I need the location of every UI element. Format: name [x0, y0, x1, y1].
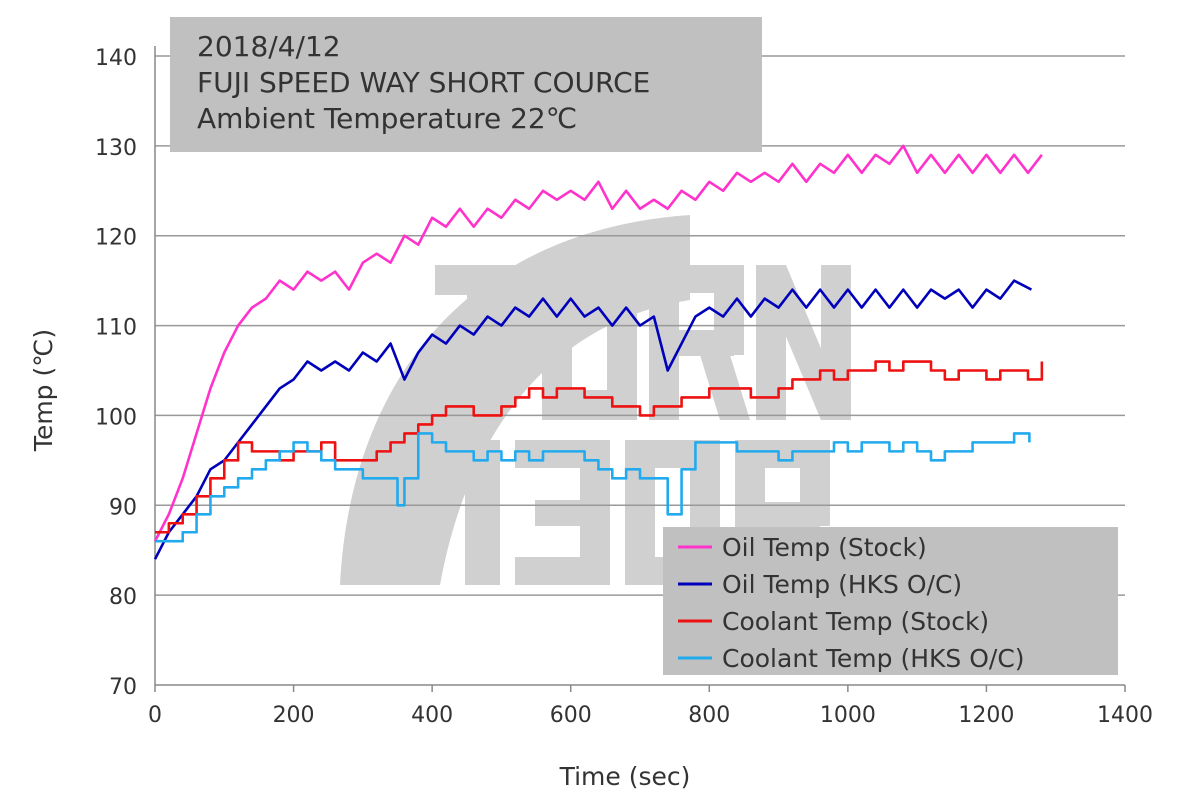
y-tick-label: 90 [109, 495, 137, 520]
series-line-2 [153, 279, 1033, 560]
x-tick-label: 0 [148, 703, 162, 728]
x-tick-label: 800 [688, 703, 730, 728]
series-lines [153, 144, 1044, 560]
legend-box [663, 527, 1118, 675]
legend: Oil Temp (Stock) Oil Temp (HKS O/C) Coolan… [663, 527, 1118, 675]
y-tick-label: 130 [95, 136, 137, 161]
x-tick-label: 1400 [1097, 703, 1153, 728]
y-tick-label: 80 [109, 585, 137, 610]
x-tick-label: 200 [273, 703, 315, 728]
y-tick-label: 140 [95, 46, 137, 71]
annotation-line: FUJI SPEED WAY SHORT COURCE [197, 66, 650, 99]
legend-label: Coolant Temp (HKS O/C) [722, 644, 1025, 673]
y-tick-label: 100 [95, 405, 137, 430]
annotation-box [170, 17, 762, 152]
legend-label: Oil Temp (Stock) [722, 533, 927, 562]
y-tick-label: 70 [109, 675, 137, 700]
y-tick-label: 110 [95, 316, 137, 341]
legend-label: Coolant Temp (Stock) [722, 607, 989, 636]
legend-label: Oil Temp (HKS O/C) [722, 570, 962, 599]
x-tick-label: 400 [411, 703, 453, 728]
series-line-3 [155, 360, 1044, 534]
x-axis-label: Time (sec) [559, 762, 691, 791]
series-line-1 [153, 144, 1043, 542]
annotation-line: 2018/4/12 [197, 30, 341, 63]
y-axis-label: Temp (℃) [29, 329, 58, 452]
x-tick-label: 1000 [820, 703, 876, 728]
x-tick-label: 600 [550, 703, 592, 728]
x-tick-label: 1200 [958, 703, 1014, 728]
series-line-4 [155, 432, 1031, 543]
annotation-line: Ambient Temperature 22℃ [197, 102, 577, 135]
y-tick-label: 120 [95, 226, 137, 251]
